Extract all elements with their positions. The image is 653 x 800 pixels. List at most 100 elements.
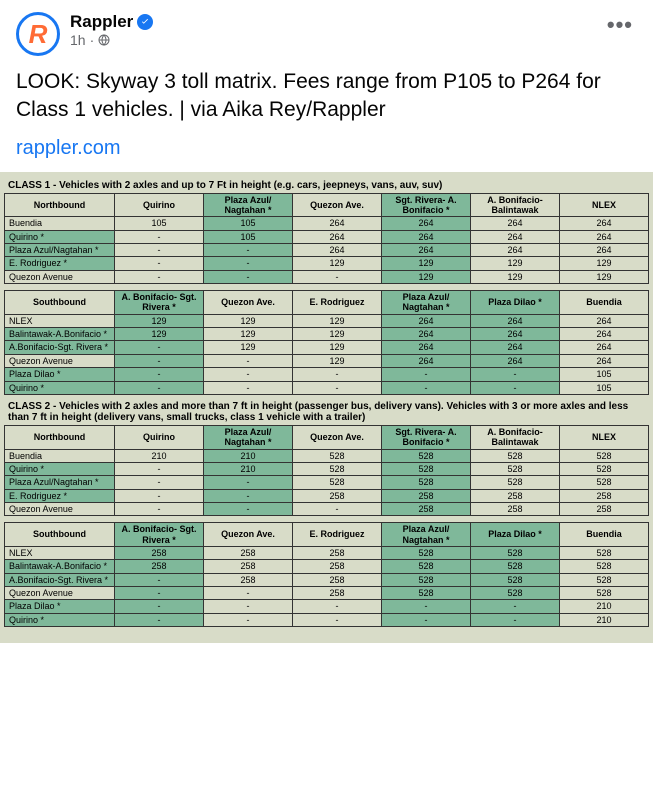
- origin-cell: Quezon Avenue: [5, 586, 115, 599]
- more-button[interactable]: •••: [603, 12, 637, 38]
- fare-cell: -: [204, 600, 293, 613]
- origin-cell: Quirino *: [5, 230, 115, 243]
- table-header: Southbound: [5, 523, 115, 547]
- table-header: Southbound: [5, 291, 115, 315]
- fare-cell: 258: [115, 560, 204, 573]
- fare-cell: 264: [471, 354, 560, 367]
- fare-cell: 528: [471, 546, 560, 559]
- fare-cell: 258: [560, 489, 649, 502]
- fare-cell: -: [115, 270, 204, 283]
- origin-cell: Buendia: [5, 449, 115, 462]
- table-header: A. Bonifacio- Balintawak: [471, 425, 560, 449]
- origin-cell: Quezon Avenue: [5, 502, 115, 515]
- table-header: Quirino: [115, 193, 204, 217]
- fare-cell: -: [293, 613, 382, 626]
- fare-cell: 528: [471, 462, 560, 475]
- fare-cell: 210: [204, 449, 293, 462]
- fare-cell: -: [382, 600, 471, 613]
- fare-cell: -: [204, 354, 293, 367]
- table-header: Buendia: [560, 523, 649, 547]
- fare-cell: 528: [560, 546, 649, 559]
- fare-cell: -: [115, 257, 204, 270]
- fare-cell: -: [204, 613, 293, 626]
- fare-cell: 264: [471, 217, 560, 230]
- fare-cell: 210: [204, 462, 293, 475]
- page-name[interactable]: Rappler: [70, 12, 133, 32]
- table-header: Northbound: [5, 425, 115, 449]
- fare-cell: 258: [382, 489, 471, 502]
- fare-cell: 264: [293, 230, 382, 243]
- avatar-letter: R: [29, 19, 48, 50]
- origin-cell: NLEX: [5, 314, 115, 327]
- fare-cell: -: [204, 586, 293, 599]
- table-header: Buendia: [560, 291, 649, 315]
- origin-cell: Plaza Dilao *: [5, 600, 115, 613]
- fare-cell: 258: [293, 546, 382, 559]
- fare-cell: 105: [560, 381, 649, 394]
- header-main: Rappler 1h ·: [70, 12, 593, 48]
- fare-cell: 264: [382, 314, 471, 327]
- fare-cell: 129: [293, 328, 382, 341]
- fare-cell: 258: [293, 489, 382, 502]
- post-link[interactable]: rappler.com: [0, 137, 653, 172]
- table-header: Sgt. Rivera- A. Bonifacio *: [382, 193, 471, 217]
- fare-cell: -: [204, 244, 293, 257]
- fare-cell: 528: [471, 449, 560, 462]
- fare-cell: -: [204, 257, 293, 270]
- table-header: A. Bonifacio- Balintawak: [471, 193, 560, 217]
- origin-cell: Plaza Azul/Nagtahan *: [5, 244, 115, 257]
- attached-image[interactable]: CLASS 1 - Vehicles with 2 axles and up t…: [0, 172, 653, 643]
- origin-cell: A.Bonifacio-Sgt. Rivera *: [5, 573, 115, 586]
- fare-cell: 129: [115, 314, 204, 327]
- fare-cell: 210: [560, 613, 649, 626]
- fare-cell: -: [204, 270, 293, 283]
- fare-cell: 105: [204, 230, 293, 243]
- table-header: Northbound: [5, 193, 115, 217]
- fare-cell: 129: [204, 328, 293, 341]
- class1-south-table: SouthboundA. Bonifacio- Sgt. Rivera *Que…: [4, 290, 649, 395]
- fare-cell: 528: [560, 476, 649, 489]
- fare-cell: -: [115, 489, 204, 502]
- fare-cell: 528: [471, 560, 560, 573]
- fare-cell: -: [471, 368, 560, 381]
- fare-cell: 258: [204, 573, 293, 586]
- fare-cell: 264: [560, 354, 649, 367]
- fare-cell: 258: [560, 502, 649, 515]
- fare-cell: -: [382, 381, 471, 394]
- fare-cell: -: [293, 600, 382, 613]
- table-header: Plaza Azul/ Nagtahan *: [204, 425, 293, 449]
- fare-cell: -: [204, 489, 293, 502]
- fare-cell: 528: [382, 586, 471, 599]
- fare-cell: 258: [204, 560, 293, 573]
- fare-cell: 129: [471, 270, 560, 283]
- fare-cell: -: [115, 573, 204, 586]
- timestamp[interactable]: 1h: [70, 32, 86, 48]
- table-header: Sgt. Rivera- A. Bonifacio *: [382, 425, 471, 449]
- origin-cell: NLEX: [5, 546, 115, 559]
- fare-cell: 264: [560, 341, 649, 354]
- fare-cell: 264: [293, 217, 382, 230]
- fare-cell: 264: [382, 341, 471, 354]
- fare-cell: 258: [471, 489, 560, 502]
- class1-title: CLASS 1 - Vehicles with 2 axles and up t…: [8, 180, 647, 191]
- fare-cell: 264: [382, 328, 471, 341]
- fare-cell: 528: [560, 586, 649, 599]
- avatar[interactable]: R: [16, 12, 60, 56]
- fare-cell: 264: [382, 230, 471, 243]
- fare-cell: 528: [293, 476, 382, 489]
- origin-cell: Quirino *: [5, 613, 115, 626]
- fare-cell: 528: [560, 449, 649, 462]
- table-header: Quezon Ave.: [204, 291, 293, 315]
- fare-cell: 129: [382, 257, 471, 270]
- table-header: Plaza Azul/ Nagtahan *: [204, 193, 293, 217]
- fare-cell: -: [204, 368, 293, 381]
- fare-cell: 528: [560, 573, 649, 586]
- origin-cell: Balintawak-A.Bonifacio *: [5, 560, 115, 573]
- fare-cell: -: [115, 341, 204, 354]
- fare-cell: 129: [382, 270, 471, 283]
- fare-cell: -: [293, 368, 382, 381]
- fare-cell: 264: [560, 328, 649, 341]
- fare-cell: 129: [560, 257, 649, 270]
- fare-cell: 264: [382, 217, 471, 230]
- fare-cell: 258: [382, 502, 471, 515]
